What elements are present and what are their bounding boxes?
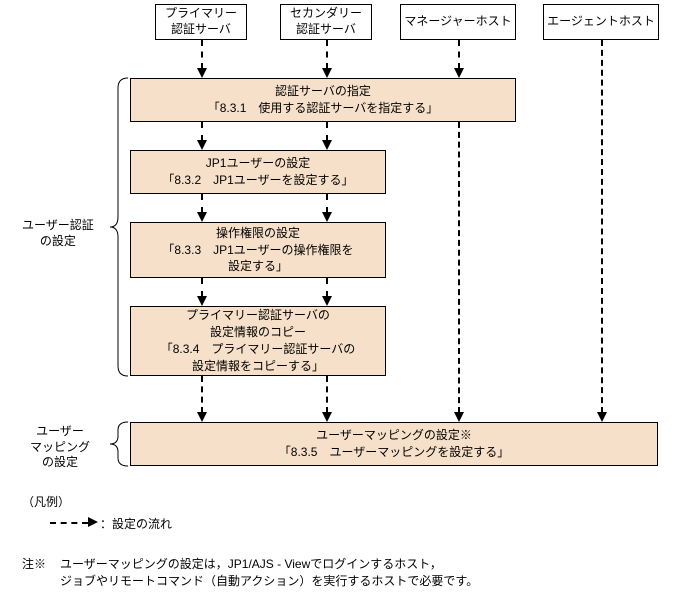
header-agent: エージェントホスト (543, 4, 659, 40)
header-label: エージェントホスト (547, 14, 655, 30)
flow-arrow (326, 40, 328, 69)
flow-arrowhead (197, 412, 207, 422)
legend-arrow-label: ：設定の流れ (100, 516, 172, 533)
flow-arrow (458, 122, 460, 413)
legend-arrowhead (88, 517, 98, 527)
flow-arrow (326, 278, 328, 297)
flow-arrowhead (322, 140, 332, 150)
flow-arrowhead (322, 212, 332, 222)
flow-arrow (601, 40, 603, 413)
step-label: JP1ユーザーの設定「8.3.2 JP1ユーザーを設定する」 (162, 155, 353, 189)
brace-2 (110, 422, 130, 466)
flow-arrowhead (322, 68, 332, 78)
note-body: ユーザーマッピングの設定は，JP1/AJS - Viewでログインするホスト，ジ… (60, 556, 478, 590)
header-label: マネージャーホスト (404, 14, 511, 30)
flow-arrowhead (197, 68, 207, 78)
legend-title: （凡例） (22, 494, 70, 511)
flow-arrow (326, 194, 328, 213)
flow-arrowhead (197, 140, 207, 150)
flow-arrowhead (454, 412, 464, 422)
step-box-4: プライマリー認証サーバの設定情報のコピー「8.3.4 プライマリー認証サーバの設… (130, 306, 386, 376)
flow-arrow (326, 376, 328, 413)
header-secondary: セカンダリー認証サーバ (280, 4, 372, 40)
brace-1-label: ユーザー認証の設定 (22, 218, 94, 249)
legend-arrow-line (50, 522, 88, 524)
step-box-3: 操作権限の設定「8.3.3 JP1ユーザーの操作権限を設定する」 (130, 222, 386, 278)
brace-1 (110, 78, 130, 376)
flow-arrow (326, 122, 328, 141)
brace-2-label: ユーザーマッピングの設定 (30, 424, 90, 471)
flow-arrowhead (197, 296, 207, 306)
step-label: プライマリー認証サーバの設定情報のコピー「8.3.4 プライマリー認証サーバの設… (161, 307, 356, 374)
flow-arrowhead (322, 412, 332, 422)
flow-arrow (458, 40, 460, 69)
step-box-5: ユーザーマッピングの設定※「8.3.5 ユーザーマッピングを設定する」 (130, 422, 658, 466)
flow-arrowhead (197, 212, 207, 222)
flow-arrow (201, 376, 203, 413)
flow-arrow (201, 194, 203, 213)
step-box-2: JP1ユーザーの設定「8.3.2 JP1ユーザーを設定する」 (130, 150, 386, 194)
step-label: 操作権限の設定「8.3.3 JP1ユーザーの操作権限を設定する」 (162, 225, 353, 275)
flow-arrow (201, 122, 203, 141)
diagram-canvas: プライマリー認証サーバ セカンダリー認証サーバ マネージャーホスト エージェント… (0, 0, 680, 608)
flow-arrow (201, 278, 203, 297)
step-box-1: 認証サーバの指定「8.3.1 使用する認証サーバを指定する」 (130, 78, 516, 122)
header-manager: マネージャーホスト (400, 4, 516, 40)
flow-arrowhead (597, 412, 607, 422)
step-label: ユーザーマッピングの設定※「8.3.5 ユーザーマッピングを設定する」 (279, 427, 509, 461)
header-label: プライマリー認証サーバ (165, 6, 237, 37)
note-prefix: 注※ (22, 556, 46, 573)
flow-arrowhead (454, 68, 464, 78)
header-primary: プライマリー認証サーバ (155, 4, 247, 40)
flow-arrowhead (322, 296, 332, 306)
header-label: セカンダリー認証サーバ (290, 6, 362, 37)
flow-arrow (201, 40, 203, 69)
step-label: 認証サーバの指定「8.3.1 使用する認証サーバを指定する」 (208, 83, 439, 117)
